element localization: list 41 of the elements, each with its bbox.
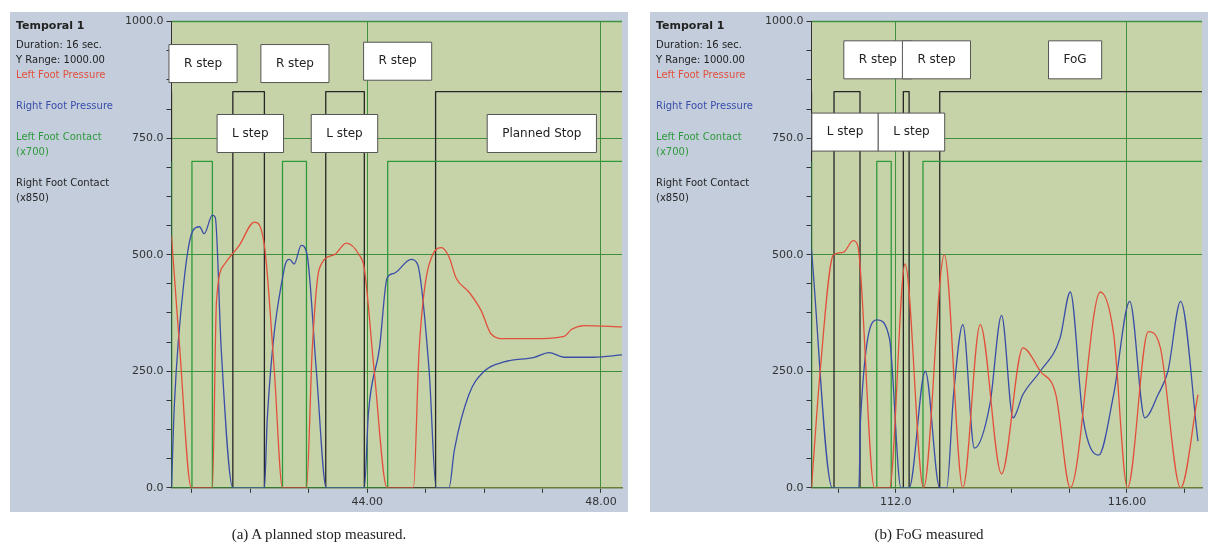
y-tick-label: 500.0 — [771, 247, 804, 261]
annotation: R step — [275, 55, 314, 70]
text: Y Range: 1000.00 — [16, 53, 106, 67]
text: Right Foot Pressure — [656, 99, 754, 113]
text: Duration: 16 sec. — [656, 38, 743, 52]
annotation: L step — [326, 125, 363, 140]
y-tick-label: 750.0 — [771, 131, 804, 145]
text: Temporal 1 — [656, 18, 726, 33]
x-tick-label: 44.00 — [351, 495, 383, 509]
y-tick-label: 250.0 — [131, 364, 164, 378]
x-tick-label: 116.00 — [1107, 495, 1147, 509]
text: Y Range: 1000.00 — [656, 53, 746, 67]
annotation: FoG — [1063, 51, 1087, 66]
y-tick-label: 0.0 — [145, 480, 164, 494]
text: Right Foot Contact (x850) — [656, 176, 751, 205]
y-tick-label: 1000.0 — [124, 14, 164, 28]
annotation: L step — [232, 125, 269, 140]
y-tick-label: 250.0 — [771, 364, 804, 378]
annotation: R step — [917, 51, 956, 66]
y-tick-label: 1000.0 — [764, 14, 804, 28]
annotation: Planned Stop — [502, 125, 582, 140]
text: Left Foot Pressure — [16, 68, 107, 82]
y-tick-label: 750.0 — [131, 131, 164, 145]
x-tick-label: 112.0 — [880, 495, 912, 509]
annotation: L step — [826, 124, 864, 139]
annotation: R step — [183, 55, 223, 70]
annotation: L step — [893, 124, 930, 139]
x-tick-label: 48.00 — [585, 495, 617, 509]
text: (a) A planned stop measured. — [230, 526, 408, 543]
text: (b) FoG measured — [873, 526, 985, 543]
text: Temporal 1 — [16, 18, 86, 33]
text: Right Foot Contact (x850) — [16, 176, 111, 205]
text: Right Foot Pressure — [16, 99, 114, 113]
y-tick-label: 500.0 — [131, 247, 164, 261]
annotation: R step — [378, 53, 417, 68]
text: Left Foot Pressure — [656, 68, 747, 82]
text: Left Foot Contact (x700) — [16, 130, 103, 159]
text: Left Foot Contact (x700) — [656, 130, 743, 159]
y-tick-label: 0.0 — [785, 480, 804, 494]
annotation: R step — [858, 51, 897, 66]
text: Duration: 16 sec. — [16, 38, 103, 52]
